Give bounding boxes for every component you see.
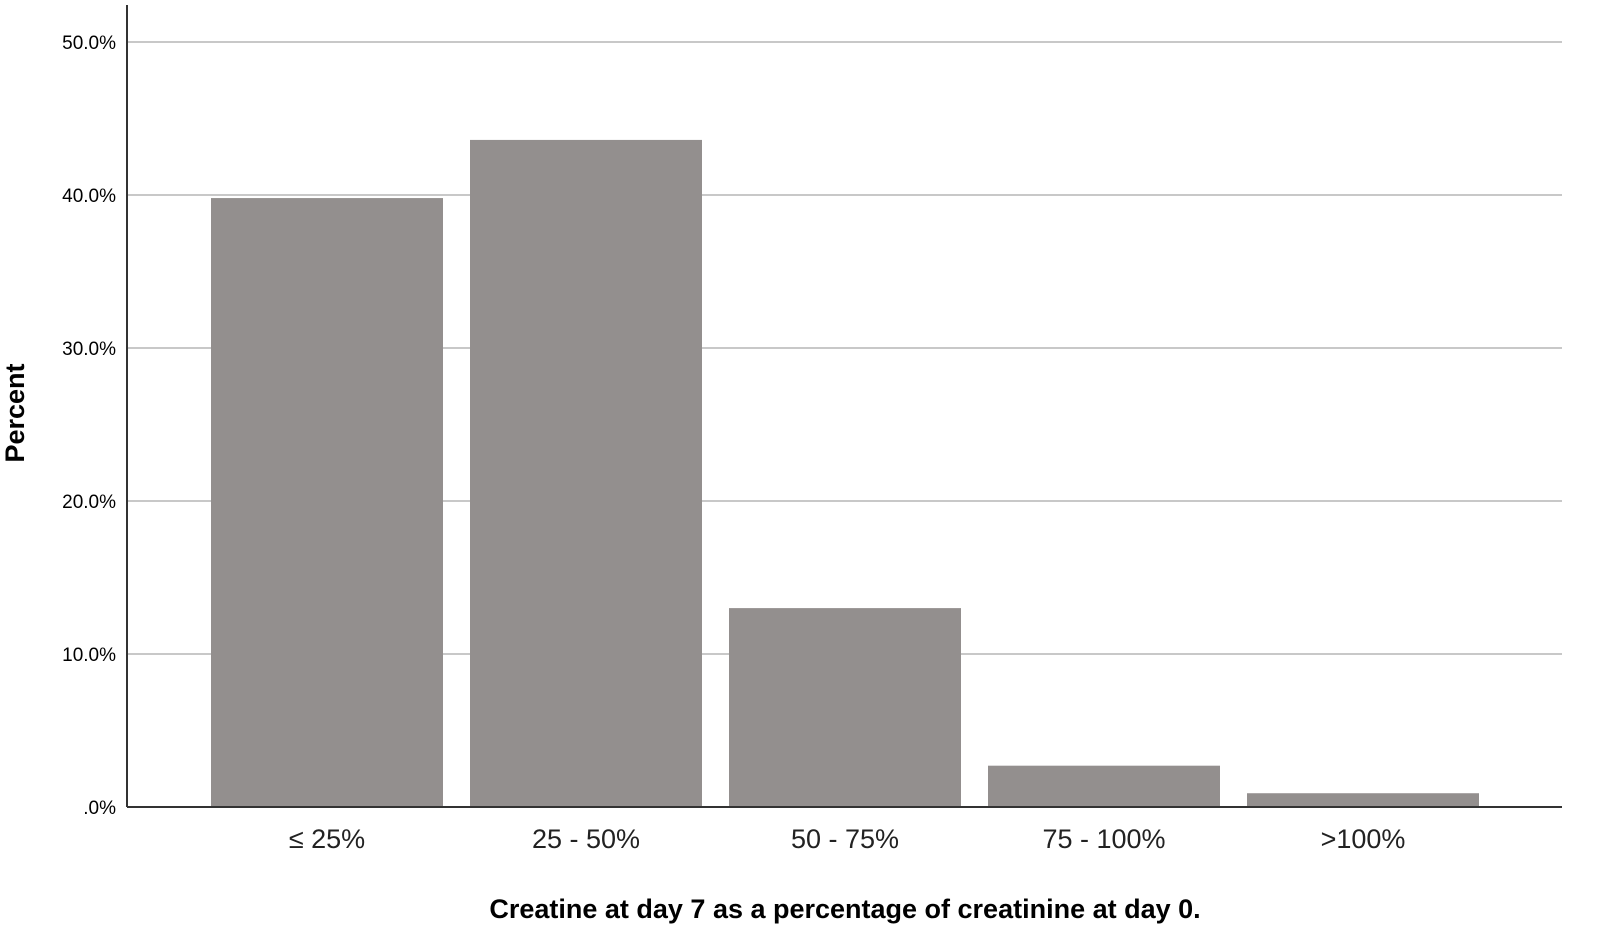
bar: [470, 139, 702, 808]
y-tick-labels: .0% 10.0% 20.0% 30.0% 40.0% 50.0%: [62, 33, 116, 819]
x-axis-title: Creatine at day 7 as a percentage of cre…: [489, 894, 1200, 924]
y-tick-label: 10.0%: [62, 645, 116, 666]
bar: [729, 608, 961, 807]
bar: [211, 198, 443, 807]
y-tick-label: .0%: [83, 798, 116, 819]
x-tick-label: 75 - 100%: [1042, 824, 1165, 854]
x-tick-label: ≤ 25%: [289, 824, 365, 854]
x-tick-label: >100%: [1321, 824, 1406, 854]
bars: [211, 139, 1479, 808]
y-tick-label: 30.0%: [62, 339, 116, 360]
y-tick-label: 20.0%: [62, 492, 116, 513]
x-tick-label: 25 - 50%: [532, 824, 640, 854]
y-tick-label: 40.0%: [62, 186, 116, 207]
y-tick-label: 50.0%: [62, 33, 116, 54]
bar: [1247, 793, 1479, 807]
x-tick-labels: ≤ 25% 25 - 50% 50 - 75% 75 - 100% >100%: [289, 824, 1406, 854]
x-tick-label: 50 - 75%: [791, 824, 899, 854]
axes: [126, 5, 1562, 808]
bar: [988, 765, 1220, 807]
y-axis-title: Percent: [0, 363, 30, 462]
